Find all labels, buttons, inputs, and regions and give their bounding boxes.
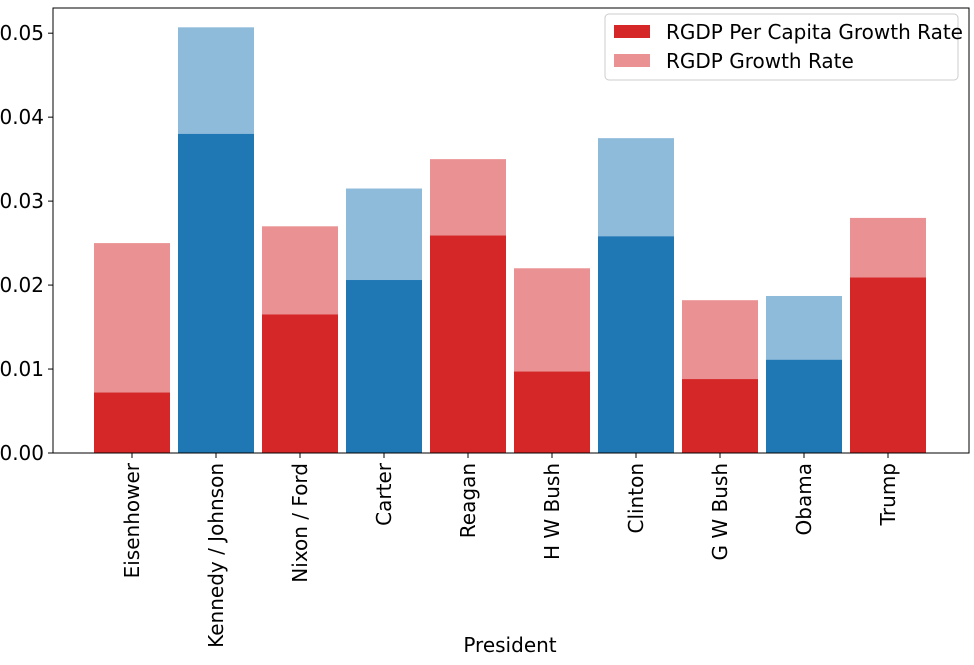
legend-swatch-growth: [614, 54, 650, 67]
bars-group: [94, 27, 926, 454]
y-tick-label: 0.00: [0, 441, 44, 465]
bar-per-capita-eisenhower: [94, 392, 170, 453]
bar-per-capita-reagan: [430, 235, 506, 453]
x-tick-label: Eisenhower: [120, 462, 144, 578]
x-tick-label: Clinton: [624, 463, 648, 534]
legend-label-per-capita: RGDP Per Capita Growth Rate: [666, 20, 963, 44]
legend: RGDP Per Capita Growth Rate RGDP Growth …: [604, 13, 963, 81]
x-tick-label: Reagan: [456, 463, 480, 538]
legend-label-growth: RGDP Growth Rate: [666, 49, 854, 73]
y-tick-label: 0.05: [0, 21, 44, 45]
y-tick-label: 0.03: [0, 189, 44, 213]
bar-per-capita-kennedy-johnson: [178, 133, 254, 453]
x-tick-label: Trump: [876, 463, 900, 526]
bar-per-capita-clinton: [598, 236, 674, 453]
bar-per-capita-g-w-bush: [682, 379, 758, 453]
bar-per-capita-nixon-ford: [262, 314, 338, 453]
y-tick-label: 0.04: [0, 105, 44, 129]
legend-frame: [604, 13, 959, 81]
plot-frame: [52, 7, 970, 454]
bar-per-capita-h-w-bush: [514, 371, 590, 453]
x-tick-label: Obama: [792, 463, 816, 535]
bar-per-capita-trump: [850, 277, 926, 453]
y-tick-label: 0.02: [0, 273, 44, 297]
bar-per-capita-carter: [346, 280, 422, 453]
y-axis: 0.00 0.01 0.02 0.03 0.04 0.05: [0, 21, 53, 465]
y-tick-label: 0.01: [0, 357, 44, 381]
x-tick-label: Carter: [372, 462, 396, 526]
x-axis: Eisenhower Kennedy / Johnson Nixon / Ford C…: [120, 453, 900, 648]
legend-swatch-per-capita: [614, 25, 650, 38]
x-tick-label: G W Bush: [708, 463, 732, 560]
x-tick-label: H W Bush: [540, 463, 564, 560]
bar-per-capita-obama: [766, 359, 842, 453]
x-axis-label: President: [463, 633, 556, 657]
x-tick-label: Kennedy / Johnson: [204, 463, 228, 648]
x-tick-label: Nixon / Ford: [288, 463, 312, 583]
